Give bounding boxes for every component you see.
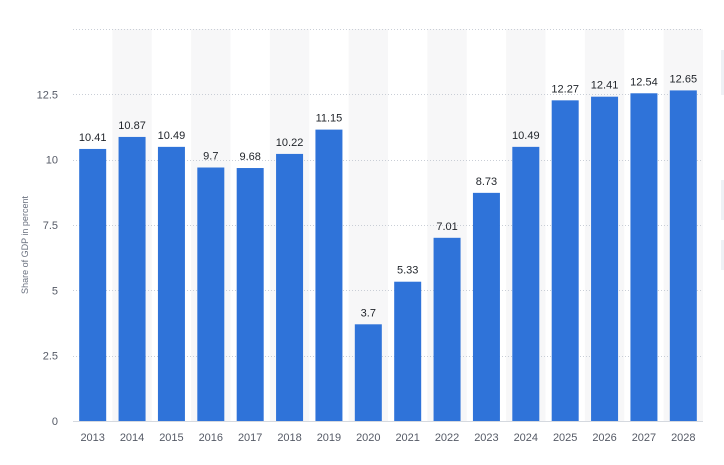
- x-tick-label: 2020: [356, 432, 380, 444]
- bar-value-label: 7.01: [436, 221, 457, 233]
- bar-value-label: 8.73: [476, 176, 497, 188]
- y-tick-label: 12.5: [37, 89, 58, 101]
- x-tick-label: 2028: [671, 432, 695, 444]
- edge-strip: [721, 180, 724, 220]
- x-tick-label: 2018: [277, 432, 301, 444]
- bar-value-label: 9.7: [203, 151, 218, 163]
- y-tick-label: 10: [46, 155, 58, 167]
- bar[interactable]: [630, 93, 658, 422]
- y-axis-title: Share of GDP in percent: [20, 196, 30, 294]
- bar[interactable]: [118, 136, 146, 421]
- y-tick-label: 7.5: [43, 220, 58, 232]
- x-tick-label: 2014: [120, 432, 144, 444]
- y-tick-label: 0: [52, 416, 58, 428]
- bar-value-label: 12.27: [551, 83, 579, 95]
- bar-value-label: 10.87: [118, 120, 146, 132]
- x-tick-label: 2015: [159, 432, 183, 444]
- bar[interactable]: [472, 192, 500, 421]
- bar[interactable]: [394, 281, 422, 421]
- x-tick-label: 2022: [435, 432, 459, 444]
- edge-strip: [721, 240, 724, 270]
- bar-value-label: 3.7: [361, 307, 376, 319]
- bar-value-label: 5.33: [397, 265, 418, 277]
- bar[interactable]: [157, 146, 185, 421]
- bar[interactable]: [197, 167, 225, 421]
- y-tick-label: 2.5: [43, 351, 58, 363]
- edge-strip: [721, 50, 724, 95]
- x-tick-label: 2026: [592, 432, 616, 444]
- y-axis-ticks: 0 2.5 5 7.5 10 12.5: [37, 89, 58, 428]
- x-tick-label: 2027: [632, 432, 656, 444]
- x-tick-label: 2024: [514, 432, 538, 444]
- bar-value-label: 10.49: [512, 130, 540, 142]
- bar[interactable]: [79, 148, 107, 421]
- bar-value-label: 12.54: [630, 76, 658, 88]
- bar[interactable]: [236, 168, 264, 421]
- bar-value-label: 10.22: [276, 137, 304, 149]
- x-tick-label: 2023: [474, 432, 498, 444]
- bar-value-label: 12.65: [670, 73, 698, 85]
- bar[interactable]: [315, 129, 343, 421]
- x-tick-label: 2013: [80, 432, 104, 444]
- bar[interactable]: [669, 90, 697, 421]
- bar[interactable]: [433, 237, 461, 421]
- x-tick-label: 2025: [553, 432, 577, 444]
- bars: [79, 90, 697, 422]
- x-tick-label: 2017: [238, 432, 262, 444]
- bar-value-label: 10.49: [158, 130, 186, 142]
- x-axis-ticks: 2013 2014 2015 2016 2017 2018 2019 2020 2021 2022…: [80, 432, 695, 444]
- x-tick-label: 2019: [317, 432, 341, 444]
- bar-value-label: 12.41: [591, 80, 619, 92]
- bar-value-label: 10.41: [79, 132, 107, 144]
- bar[interactable]: [551, 100, 579, 422]
- bar[interactable]: [276, 153, 304, 421]
- x-tick-label: 2021: [395, 432, 419, 444]
- bar[interactable]: [512, 146, 540, 421]
- x-tick-label: 2016: [199, 432, 223, 444]
- bar[interactable]: [354, 324, 382, 421]
- y-tick-label: 5: [52, 285, 58, 297]
- value-labels: 10.41 10.87 10.49 9.7 9.68 10.22 11.15 3.7 5.33 7…: [79, 73, 697, 319]
- bar-value-label: 11.15: [316, 113, 343, 125]
- bar-value-label: 9.68: [239, 151, 260, 163]
- bar[interactable]: [591, 96, 619, 421]
